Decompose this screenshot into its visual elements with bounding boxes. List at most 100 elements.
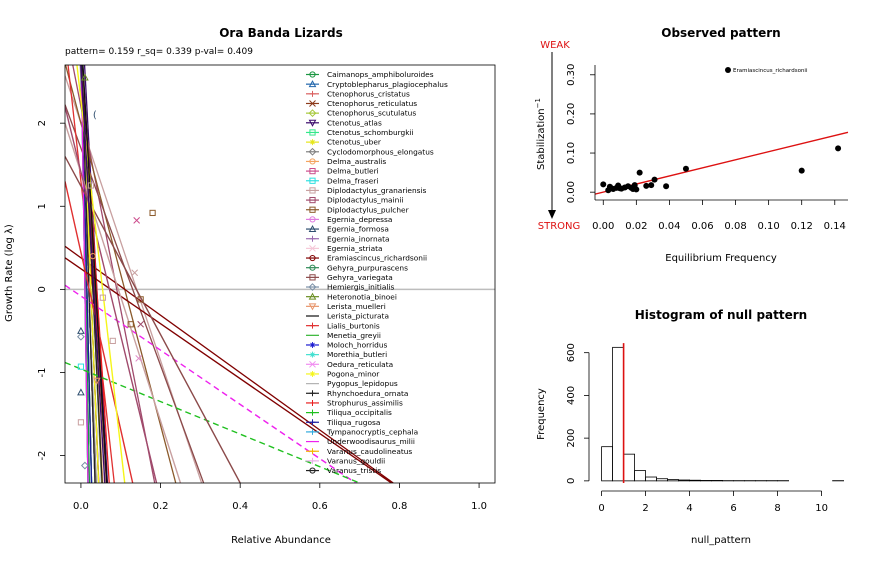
legend-marker (309, 370, 316, 377)
histogram-y-tick-label: 0 (566, 478, 577, 484)
legend-marker (308, 225, 317, 233)
legend-label: Strophurus_assimilis (327, 399, 403, 408)
observed-point (648, 182, 655, 189)
legend-marker (309, 467, 316, 474)
legend-marker (309, 216, 316, 223)
series-line-diplodactylus-mainii (72, 65, 156, 483)
data-point-8 (99, 294, 106, 301)
series-line-underwoodisaurus-milii (80, 65, 89, 483)
legend-label: Lerista_picturata (327, 312, 389, 321)
data-point-12 (77, 388, 85, 396)
legend-marker (309, 428, 316, 435)
observed-y-tick-label: 0.00 (566, 181, 577, 203)
legend-marker (309, 390, 316, 397)
data-point-15 (93, 377, 101, 385)
legend-marker (308, 292, 317, 300)
y-tick-label: -1 (37, 367, 48, 377)
data-point-5 (137, 320, 145, 328)
legend-label: Delma_butleri (327, 167, 379, 176)
legend-marker (309, 274, 316, 281)
growth-chart: Ora Banda Lizards pattern= 0.159 r_sq= 0… (4, 26, 496, 546)
observed-x-tick-label: 0.02 (625, 221, 647, 232)
legend-marker (309, 419, 316, 426)
histogram-x-tick-label: 4 (686, 503, 692, 514)
legend-label: Ctenophorus_scutulatus (327, 109, 416, 118)
data-point-11 (77, 363, 85, 370)
legend-label: Varanus_tristis (327, 466, 381, 475)
series-line-varanus-tristis (81, 65, 96, 483)
observed-chart-ylabel: Stabilization−1 (534, 98, 547, 170)
growth-chart-title: Ora Banda Lizards (219, 26, 343, 40)
legend-label: Pogona_minor (327, 370, 380, 379)
legend-marker (309, 341, 316, 348)
legend-marker (309, 206, 316, 213)
legend-marker (309, 100, 316, 107)
x-tick-label: 0.2 (153, 501, 169, 512)
growth-chart-axes: 0.0 0.2 0.4 0.6 0.8 1.0 -2 -1 0 1 2 (37, 120, 487, 512)
observed-point (663, 183, 670, 190)
legend-label: Hemiergis_initialis (327, 283, 394, 292)
data-point-10 (77, 332, 85, 341)
legend-label: Cryptoblepharus_plagiocephalus (327, 80, 448, 89)
observed-legend-label: Eramiascincus_richardsonii (733, 68, 808, 74)
data-point-16: ( (93, 110, 97, 121)
legend-marker (309, 245, 316, 252)
legend-label: Lialis_burtonis (327, 321, 380, 330)
trend-line-9 (82, 65, 108, 483)
legend-marker (308, 303, 317, 311)
arrow-head-icon (548, 210, 556, 219)
data-point-7 (109, 337, 116, 344)
observed-point (600, 181, 607, 188)
legend-label: Delma_australis (327, 157, 386, 166)
legend-label: Diplodactylus_pulcher (327, 205, 410, 214)
histogram-chart: Histogram of null pattern null_pattern F… (536, 308, 844, 546)
observed-y-tick-label: 0.30 (566, 64, 577, 86)
legend-marker (308, 80, 317, 88)
data-point-18 (87, 182, 94, 189)
legend-label: Tympanocryptis_cephala (326, 428, 418, 437)
legend-label: Egernia_depressa (327, 215, 392, 224)
legend-label: Rhynchoedura_ornata (327, 389, 408, 398)
legend-marker (309, 351, 316, 358)
observed-point (633, 186, 640, 193)
legend-marker (309, 235, 316, 242)
data-point-3 (137, 296, 144, 303)
growth-chart-legend: Caimanops_amphiboluroidesCryptoblepharus… (306, 70, 448, 475)
series-line-eramiascincus-richardsonii (65, 245, 394, 483)
trend-line-5 (65, 106, 158, 483)
data-point-14 (81, 461, 89, 470)
legend-marker (309, 399, 316, 406)
data-point-2 (131, 269, 139, 277)
trend-line-2 (65, 257, 392, 483)
observed-point (651, 176, 658, 183)
legend-label: Oedura_reticulata (327, 360, 393, 369)
y-tick-label: -2 (37, 451, 48, 461)
observed-y-tick-label: 0.10 (566, 142, 577, 164)
legend-marker (309, 139, 316, 146)
observed-y-tick-label: 0.20 (566, 103, 577, 125)
histogram-bar (612, 346, 624, 482)
legend-label: Pygopus_lepidopus (327, 379, 398, 388)
legend-marker (309, 168, 316, 175)
y-tick-label: 2 (37, 120, 48, 126)
legend-label: Diplodactylus_mainii (327, 196, 403, 205)
x-tick-label: 0.0 (73, 501, 89, 512)
legend-label: Ctenotus_uber (327, 138, 382, 147)
histogram-ylabel: Frequency (536, 388, 547, 440)
legend-label: Egernia_inornata (327, 234, 390, 243)
observed-point (636, 169, 643, 176)
legend-label: Eramiascincus_richardsonii (327, 254, 427, 263)
trend-line-1 (65, 361, 360, 483)
legend-marker (308, 283, 317, 291)
observed-x-tick-label: 0.06 (691, 221, 713, 232)
observed-x-tick-label: 0.12 (791, 221, 813, 232)
legend-marker (309, 71, 316, 78)
x-tick-label: 0.4 (232, 501, 248, 512)
series-line-tiliqua-rugosa (80, 65, 93, 483)
legend-label: Egernia_formosa (327, 225, 389, 234)
trend-line-0 (65, 284, 357, 483)
observed-legend-marker (725, 67, 731, 73)
observed-x-tick-label: 0.14 (824, 221, 846, 232)
legend-label: Ctenophorus_reticulatus (327, 99, 417, 108)
